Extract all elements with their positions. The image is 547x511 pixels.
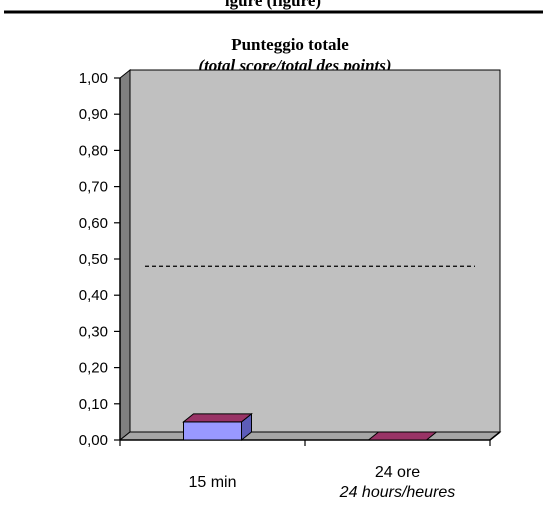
y-tick-label: 0,80 [79,142,108,159]
plot-back-wall [129,69,501,433]
bar-0 [183,421,242,441]
plot-floor [118,431,502,441]
y-tick-label: 0,20 [79,360,108,377]
y-tick-label: 0,70 [79,179,108,196]
y-tick-label: 0,60 [79,215,108,232]
plot-side-wall [119,68,131,442]
y-tick-label: 0,50 [79,251,108,268]
plot-area: 0,00 0,10 0,20 0,30 0,40 0,50 0,60 0,70 0,80 0,90… [79,68,502,501]
x-axis-end [489,431,501,441]
y-tick-label: 1,00 [79,70,108,87]
x-category-label: 15 min [188,474,236,491]
y-tick-label: 0,90 [79,106,108,123]
y-tick-label: 0,30 [79,323,108,340]
x-category-sublabel: 24 hours/heures [339,484,456,501]
chart-title: Punteggio totale [231,35,349,54]
y-tick-label: 0,40 [79,287,108,304]
y-tick-label: 0,10 [79,396,108,413]
bar-top-1 [367,431,438,441]
y-tick-label: 0,00 [79,432,108,449]
x-category-label: 24 ore [375,464,420,481]
page-header-fragment: igure (figure) [225,0,321,10]
bar-top-0 [182,413,253,423]
